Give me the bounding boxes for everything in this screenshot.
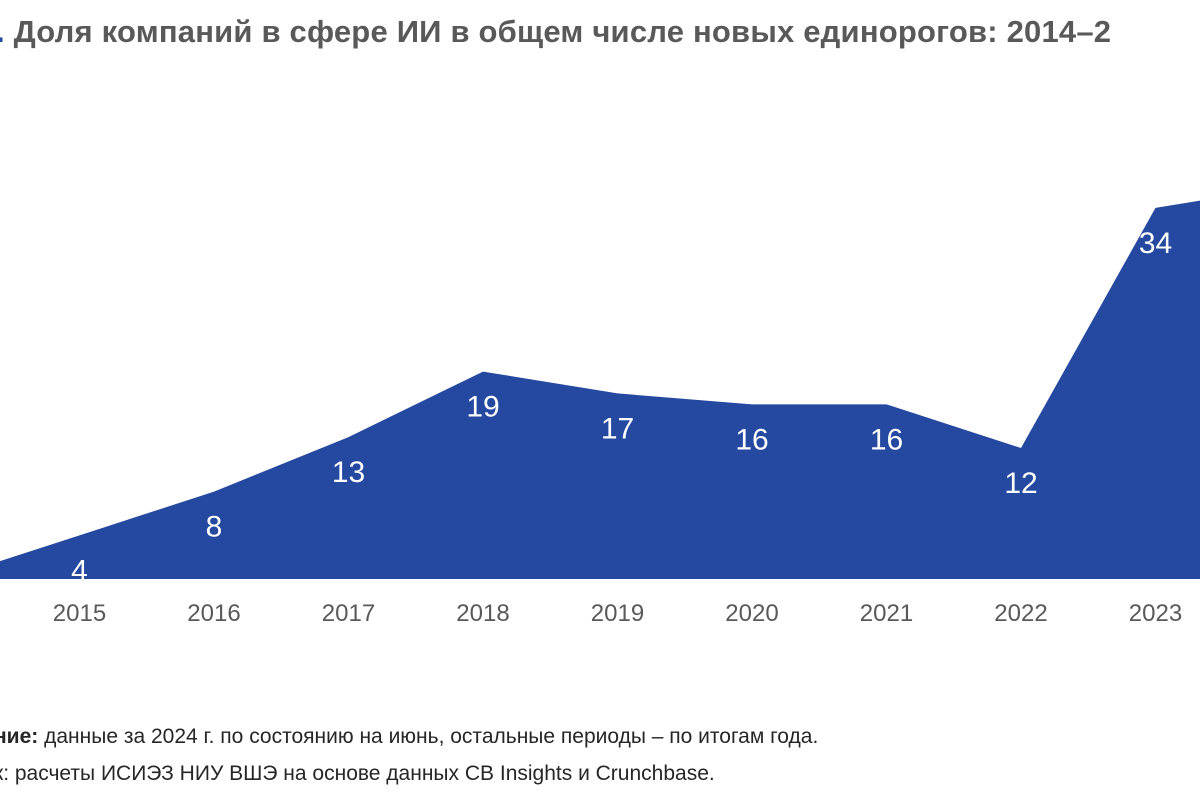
data-label-2021: 16 — [870, 423, 903, 456]
chart-title: . Доля компаний в сфере ИИ в общем числе… — [0, 14, 1111, 50]
chart-source-text: расчеты ИСИЭЗ НИУ ВШЭ на основе данных C… — [9, 762, 715, 785]
chart-note: ние: данные за 2024 г. по состоянию на и… — [0, 725, 818, 749]
chart-source-label: к: — [0, 762, 10, 785]
data-label-2022: 12 — [1004, 467, 1037, 500]
x-tick-2015: 2015 — [53, 600, 106, 627]
chart-note-text: данные за 2024 г. по состоянию на июнь, … — [38, 725, 819, 748]
chart-title-number: . — [0, 14, 5, 49]
chart-note-label: ние: — [0, 725, 39, 748]
data-label-2018: 19 — [466, 391, 499, 424]
area-chart: 4 8 13 19 17 16 16 12 34 2015 2016 2017 2018 2019 202… — [0, 200, 1200, 627]
x-tick-2019: 2019 — [591, 600, 644, 627]
area-series — [0, 200, 1200, 579]
data-label-2017: 13 — [332, 456, 365, 489]
chart-title-text: Доля компаний в сфере ИИ в общем числе н… — [4, 14, 1112, 49]
x-tick-2022: 2022 — [994, 600, 1047, 627]
x-tick-2017: 2017 — [322, 600, 375, 627]
data-label-2023: 34 — [1139, 227, 1172, 260]
area-layer — [0, 200, 1200, 579]
chart-source: к: расчеты ИСИЭЗ НИУ ВШЭ на основе данны… — [0, 762, 715, 786]
x-axis-ticks: 2015 2016 2017 2018 2019 2020 2021 2022 2023 — [53, 600, 1182, 627]
data-label-2020: 16 — [735, 423, 768, 456]
data-label-2019: 17 — [601, 412, 634, 445]
data-label-2016: 8 — [206, 511, 223, 544]
x-tick-2018: 2018 — [456, 600, 509, 627]
data-labels: 4 8 13 19 17 16 16 12 34 — [71, 227, 1172, 587]
x-tick-2016: 2016 — [187, 600, 240, 627]
x-tick-2020: 2020 — [725, 600, 778, 627]
data-label-2015: 4 — [71, 554, 88, 587]
x-tick-2021: 2021 — [860, 600, 913, 627]
x-tick-2023: 2023 — [1129, 600, 1182, 627]
